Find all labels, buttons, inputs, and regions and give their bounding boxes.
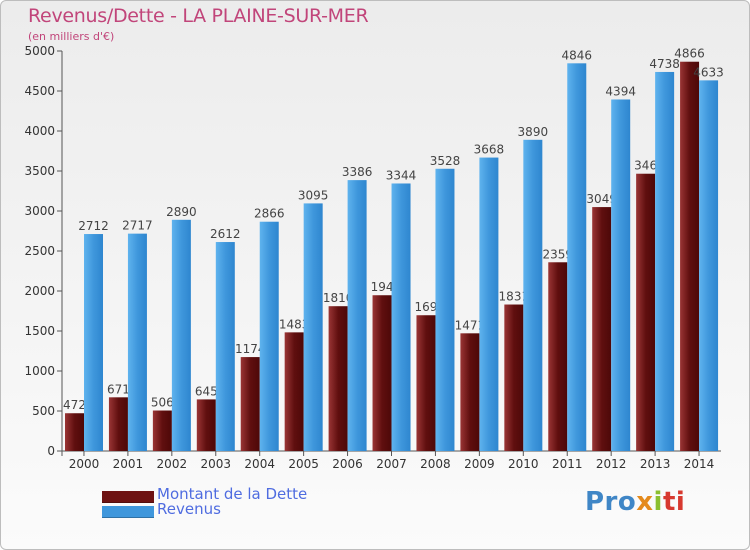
data-label-revenus: 2866 bbox=[254, 207, 285, 221]
data-label-revenus: 3095 bbox=[298, 188, 329, 202]
bar-dette bbox=[460, 333, 480, 451]
logo-part-3: i bbox=[653, 487, 663, 517]
x-tick-label: 2000 bbox=[69, 457, 100, 471]
x-tick-label: 2004 bbox=[244, 457, 275, 471]
chart-title: Revenus/Dette - LA PLAINE-SUR-MER bbox=[28, 5, 369, 27]
y-tick-label: 500 bbox=[32, 404, 55, 418]
bar-revenus bbox=[259, 221, 279, 451]
bar-dette bbox=[108, 397, 128, 451]
data-label-revenus: 2712 bbox=[78, 219, 109, 233]
bar-dette bbox=[284, 332, 304, 451]
data-label-revenus: 2890 bbox=[166, 205, 197, 219]
bar-dette bbox=[196, 399, 216, 451]
data-label-revenus: 2612 bbox=[210, 227, 241, 241]
legend-label-dette: Montant de la Dette bbox=[157, 485, 308, 503]
y-tick-label: 2500 bbox=[24, 244, 55, 258]
bar-dette bbox=[240, 357, 260, 451]
x-tick-label: 2006 bbox=[332, 457, 363, 471]
data-label-dette: 1831 bbox=[499, 290, 530, 304]
bar-revenus bbox=[479, 157, 499, 451]
bar-revenus bbox=[171, 219, 191, 451]
data-label-dette: 4866 bbox=[674, 47, 705, 61]
bar-dette bbox=[416, 315, 436, 451]
data-label-revenus: 3668 bbox=[474, 143, 505, 157]
x-tick-label: 2010 bbox=[508, 457, 539, 471]
data-label-dette: 645 bbox=[195, 384, 218, 398]
data-label-revenus: 3528 bbox=[430, 154, 461, 168]
data-label-dette: 671 bbox=[107, 382, 130, 396]
bar-revenus bbox=[303, 203, 323, 451]
bar-revenus bbox=[655, 71, 675, 452]
data-label-revenus: 3890 bbox=[518, 125, 549, 139]
y-tick-label: 0 bbox=[47, 444, 55, 458]
bar-revenus bbox=[391, 183, 411, 452]
bar-dette bbox=[636, 173, 656, 451]
logo-part-4: ti bbox=[662, 487, 686, 517]
bar-revenus bbox=[84, 234, 103, 451]
data-label-revenus: 3344 bbox=[386, 168, 417, 182]
bar-dette bbox=[592, 207, 612, 451]
x-tick-label: 2012 bbox=[596, 457, 627, 471]
bar-revenus bbox=[435, 168, 455, 451]
data-label-dette: 1471 bbox=[455, 318, 486, 332]
bar-dette bbox=[65, 413, 84, 451]
y-tick-label: 5000 bbox=[24, 44, 55, 58]
bar-revenus bbox=[127, 233, 147, 451]
data-label-revenus: 2717 bbox=[122, 219, 153, 233]
y-tick-label: 1500 bbox=[24, 324, 55, 338]
data-label-dette: 1810 bbox=[323, 291, 354, 305]
bar-dette bbox=[152, 410, 172, 451]
x-tick-label: 2009 bbox=[464, 457, 495, 471]
y-tick-label: 3000 bbox=[24, 204, 55, 218]
legend-swatch-revenus bbox=[102, 506, 154, 518]
data-label-revenus: 3386 bbox=[342, 165, 373, 179]
y-tick-label: 3500 bbox=[24, 164, 55, 178]
bar-revenus bbox=[699, 80, 719, 452]
logo-part-1: Pro bbox=[585, 487, 637, 517]
data-label-revenus: 4846 bbox=[561, 48, 592, 62]
x-tick-label: 2005 bbox=[288, 457, 319, 471]
bar-revenus bbox=[347, 180, 367, 451]
bar-revenus bbox=[611, 99, 631, 451]
data-label-dette: 506 bbox=[151, 396, 174, 410]
proxiti-logo: Proxiti bbox=[585, 487, 685, 517]
data-label-dette: 194 bbox=[371, 280, 394, 294]
x-tick-label: 2014 bbox=[684, 457, 715, 471]
bar-dette bbox=[372, 295, 392, 451]
bar-revenus bbox=[567, 63, 587, 451]
logo-part-2: x bbox=[636, 487, 654, 517]
y-tick-label: 1000 bbox=[24, 364, 55, 378]
data-label-dette: 3049 bbox=[586, 192, 617, 206]
data-label-dette: 1483 bbox=[279, 317, 310, 331]
x-tick-label: 2011 bbox=[552, 457, 583, 471]
x-tick-label: 2007 bbox=[376, 457, 407, 471]
bar-revenus bbox=[215, 242, 235, 451]
x-tick-label: 2013 bbox=[640, 457, 671, 471]
x-tick-label: 2003 bbox=[200, 457, 231, 471]
data-label-dette: 346 bbox=[634, 159, 657, 173]
data-label-revenus: 4394 bbox=[605, 84, 636, 98]
x-tick-label: 2002 bbox=[157, 457, 188, 471]
legend-label-revenus: Revenus bbox=[157, 500, 221, 518]
data-label-revenus: 4633 bbox=[693, 65, 724, 79]
data-label-revenus: 4738 bbox=[649, 57, 680, 71]
legend-swatch-dette bbox=[102, 491, 154, 503]
y-tick-label: 4500 bbox=[24, 84, 55, 98]
x-tick-label: 2001 bbox=[113, 457, 144, 471]
data-label-dette: 1174 bbox=[235, 342, 266, 356]
data-label-dette: 169 bbox=[415, 300, 438, 314]
data-label-dette: 2359 bbox=[542, 247, 573, 261]
x-tick-label: 2008 bbox=[420, 457, 451, 471]
bar-dette bbox=[328, 306, 348, 451]
bar-dette bbox=[548, 262, 568, 451]
data-label-dette: 472 bbox=[63, 398, 86, 412]
bar-dette bbox=[680, 61, 700, 451]
chart-subtitle: (en milliers d'€) bbox=[28, 30, 115, 43]
y-tick-label: 4000 bbox=[24, 124, 55, 138]
bar-dette bbox=[504, 304, 524, 451]
bar-revenus bbox=[523, 139, 543, 452]
y-tick-label: 2000 bbox=[24, 284, 55, 298]
